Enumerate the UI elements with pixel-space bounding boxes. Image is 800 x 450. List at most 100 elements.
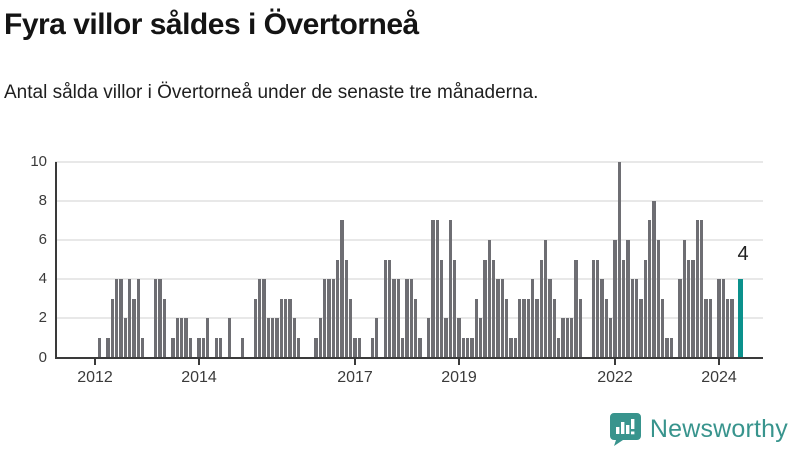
y-axis-line <box>55 161 57 359</box>
bar <box>175 318 180 358</box>
bar <box>171 338 175 358</box>
bar <box>643 259 648 358</box>
x-axis-tick <box>458 358 460 365</box>
bar <box>374 318 379 358</box>
gridline <box>55 317 763 320</box>
bar <box>634 279 639 358</box>
bar <box>578 298 583 358</box>
y-axis-tick-label: 8 <box>38 191 47 209</box>
bar <box>600 279 604 358</box>
bar <box>262 279 266 358</box>
bar <box>153 279 158 358</box>
x-axis-tick <box>94 358 96 365</box>
bar <box>526 298 531 358</box>
bar <box>205 318 210 358</box>
bar <box>539 259 544 358</box>
bar <box>426 318 431 358</box>
bar <box>487 240 492 358</box>
x-axis-tick-label: 2014 <box>181 368 217 386</box>
bar <box>595 259 600 358</box>
bar <box>725 298 730 358</box>
bar <box>331 279 336 358</box>
bar <box>296 338 301 358</box>
bar <box>470 338 474 358</box>
chart-subtitle: Antal sålda villor i Övertorneå under de… <box>4 82 539 103</box>
bar <box>708 298 713 358</box>
bar <box>314 338 318 358</box>
x-axis-tick-label: 2024 <box>701 368 737 386</box>
x-axis-tick-label: 2012 <box>77 368 113 386</box>
bar <box>136 279 141 358</box>
bar <box>418 338 422 358</box>
bar <box>110 298 115 358</box>
bar <box>452 259 457 358</box>
x-axis-tick <box>614 358 616 365</box>
bar <box>621 259 626 358</box>
bar <box>695 220 700 358</box>
bar <box>565 318 570 358</box>
y-axis-tick-label: 0 <box>38 348 47 366</box>
x-axis-tick <box>354 358 356 365</box>
bar <box>322 279 327 358</box>
bar <box>279 298 284 358</box>
bar <box>730 298 734 358</box>
bar <box>699 220 704 358</box>
newsworthy-wordmark: Newsworthy <box>649 414 788 443</box>
bar <box>344 259 349 358</box>
bar <box>240 338 245 358</box>
bar <box>561 318 565 358</box>
bar <box>405 279 409 358</box>
bar <box>656 240 661 358</box>
bar <box>340 220 344 358</box>
bar <box>504 298 509 358</box>
bar <box>639 298 643 358</box>
last-bar-value-label: 4 <box>737 243 749 265</box>
bar <box>626 240 630 358</box>
bar <box>292 318 297 358</box>
bar <box>114 279 119 358</box>
bar <box>318 318 323 358</box>
bar <box>348 298 353 358</box>
bar <box>691 259 695 358</box>
bar <box>686 259 691 358</box>
bar <box>431 220 435 358</box>
bar <box>509 338 513 358</box>
bar <box>383 259 388 358</box>
bar <box>392 279 396 358</box>
x-axis-tick <box>718 358 720 365</box>
bar <box>179 318 184 358</box>
bar <box>630 279 635 358</box>
y-axis-tick-label: 10 <box>30 152 47 170</box>
bar <box>608 318 613 358</box>
gridline <box>55 239 763 241</box>
y-axis-tick-label: 2 <box>38 309 47 327</box>
bar <box>461 338 466 358</box>
bar <box>530 279 535 358</box>
bar <box>335 259 340 358</box>
bar <box>574 259 578 358</box>
bar <box>353 338 357 358</box>
bar <box>548 279 552 358</box>
bar <box>413 298 418 358</box>
bar <box>283 298 288 358</box>
bar <box>604 298 609 358</box>
bar <box>158 279 162 358</box>
bar <box>266 318 271 358</box>
y-axis-tick-label: 4 <box>38 270 47 288</box>
bar <box>106 338 110 358</box>
bar <box>491 259 496 358</box>
bar <box>669 338 674 358</box>
bar <box>370 338 375 358</box>
y-axis-tick-label: 6 <box>38 231 47 248</box>
newsworthy-logo: Newsworthy <box>609 412 788 446</box>
bar <box>704 298 708 358</box>
bar <box>552 298 557 358</box>
gridline <box>55 160 763 163</box>
bar <box>483 259 487 358</box>
bar <box>500 279 505 358</box>
bar <box>457 318 461 358</box>
newsworthy-speech-bubble-bar-chart-icon <box>609 412 641 446</box>
bar <box>327 279 331 358</box>
bar <box>678 279 682 358</box>
